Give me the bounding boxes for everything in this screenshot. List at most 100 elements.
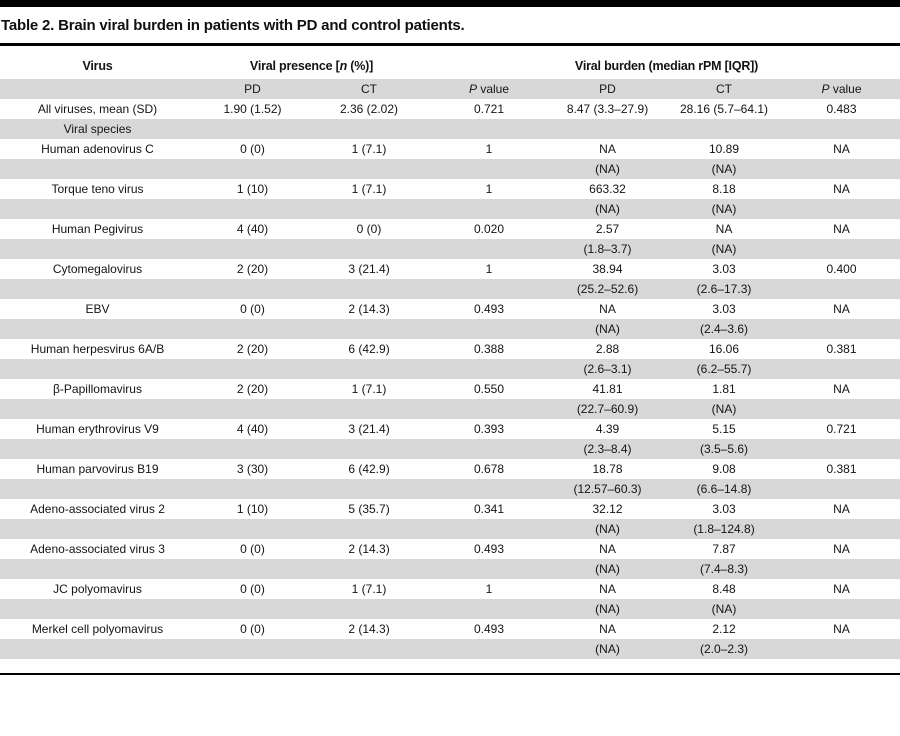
value-cell: 3 (21.4): [348, 262, 390, 276]
value-cell: 6 (42.9): [348, 462, 390, 476]
value-cell: 0.483: [826, 102, 857, 116]
value-cell: NA: [833, 542, 850, 556]
value-cell: 16.06: [709, 342, 740, 356]
virus-name-cell: β-Papillomavirus: [53, 382, 142, 396]
value-cell: NA: [833, 502, 850, 516]
value-cell: 1 (7.1): [351, 142, 387, 156]
virus-name-cell: All viruses, mean (SD): [37, 102, 158, 116]
virus-name-cell: [0, 399, 195, 419]
table-row: (22.7–60.9) (NA): [0, 399, 900, 419]
table-row: (12.57–60.3) (6.6–14.8): [0, 479, 900, 499]
table-row: (NA) (1.8–124.8): [0, 519, 900, 539]
sub-header-burden-pd: PD: [599, 82, 616, 96]
value-cell: [195, 559, 310, 579]
value-cell: [428, 479, 550, 499]
table-row: Torque teno virus 1 (10) 1 (7.1) 1 663.32 8.1…: [0, 179, 900, 199]
value-cell: 0.721: [474, 102, 505, 116]
value-cell: 2.12: [712, 622, 736, 636]
value-cell: (NA): [595, 562, 620, 576]
value-cell: [428, 319, 550, 339]
table-row: EBV 0 (0) 2 (14.3) 0.493 NA 3.03 NA: [0, 299, 900, 319]
table-row: Human adenovirus C 0 (0) 1 (7.1) 1 NA 10.89 NA: [0, 139, 900, 159]
value-cell: [428, 399, 550, 419]
value-cell: 3 (30): [236, 462, 269, 476]
value-cell: 2.36 (2.02): [339, 102, 399, 116]
value-cell: 0.020: [474, 222, 505, 236]
value-cell: 0.381: [826, 462, 857, 476]
col-header-virus: Virus: [82, 59, 113, 73]
value-cell: 3.03: [712, 302, 736, 316]
value-cell: [310, 399, 428, 419]
sub-header-spacer: [0, 79, 195, 99]
value-cell: [428, 359, 550, 379]
virus-name-cell: Adeno-associated virus 3: [30, 542, 165, 556]
value-cell: NA: [833, 182, 850, 196]
table-row: Human herpesvirus 6A/B 2 (20) 6 (42.9) 0.38…: [0, 339, 900, 359]
value-cell: [783, 439, 900, 459]
value-cell: NA: [599, 622, 616, 636]
value-cell: 1 (10): [236, 502, 269, 516]
table-row: Adeno-associated virus 2 1 (10) 5 (35.7) 0.…: [0, 499, 900, 519]
value-cell: 5 (35.7): [348, 502, 390, 516]
value-cell: [428, 119, 550, 139]
value-cell: NA: [833, 382, 850, 396]
value-cell: [783, 559, 900, 579]
value-cell: 4 (40): [236, 422, 269, 436]
table-row: (NA) (2.4–3.6): [0, 319, 900, 339]
value-cell: [783, 119, 900, 139]
value-cell: NA: [599, 582, 616, 596]
value-cell: (7.4–8.3): [700, 562, 749, 576]
value-cell: 2 (20): [236, 262, 269, 276]
value-cell: 2 (20): [236, 382, 269, 396]
value-cell: (25.2–52.6): [576, 282, 639, 296]
value-cell: [783, 519, 900, 539]
sub-header-burden-pvalue: P value: [783, 79, 900, 99]
virus-name-cell: Torque teno virus: [51, 182, 144, 196]
value-cell: 0.493: [474, 302, 505, 316]
group-header-spacer-2: [783, 54, 900, 79]
value-cell: [428, 439, 550, 459]
value-cell: 0 (0): [240, 582, 265, 596]
sub-header-presence-pvalue: P value: [428, 79, 550, 99]
value-cell: [783, 639, 900, 659]
value-cell: [783, 239, 900, 259]
value-cell: NA: [715, 222, 733, 236]
value-cell: 1 (10): [236, 182, 269, 196]
value-cell: 2 (14.3): [348, 542, 390, 556]
value-cell: 1 (7.1): [351, 582, 387, 596]
value-cell: 1: [485, 182, 493, 196]
virus-name-cell: [0, 239, 195, 259]
value-cell: [550, 119, 665, 139]
value-cell: (2.6–17.3): [696, 282, 752, 296]
virus-name-cell: [0, 479, 195, 499]
virus-name-cell: [0, 639, 195, 659]
value-cell: [783, 279, 900, 299]
value-cell: (6.6–14.8): [696, 482, 752, 496]
value-cell: 9.08: [712, 462, 736, 476]
group-header-row: Virus Viral presence [n (%)] Viral burde…: [0, 54, 900, 79]
value-cell: [310, 119, 428, 139]
table-row: Human erythrovirus V9 4 (40) 3 (21.4) 0.393…: [0, 419, 900, 439]
table-row: (1.8–3.7) (NA): [0, 239, 900, 259]
virus-name-cell: Viral species: [63, 122, 132, 136]
value-cell: (12.57–60.3): [573, 482, 642, 496]
value-cell: [195, 359, 310, 379]
value-cell: (6.2–55.7): [696, 362, 752, 376]
value-cell: (NA): [711, 402, 737, 416]
table-row: Human parvovirus B19 3 (30) 6 (42.9) 0.678 1…: [0, 459, 900, 479]
top-black-bar: [0, 0, 900, 7]
value-cell: 2.88: [595, 342, 620, 356]
value-cell: [428, 199, 550, 219]
value-cell: 0 (0): [240, 622, 265, 636]
sub-header-row: PD CT P value PD CT P value: [0, 79, 900, 99]
value-cell: 0.381: [826, 342, 857, 356]
value-cell: (2.6–3.1): [583, 362, 632, 376]
value-cell: 3.03: [712, 262, 736, 276]
value-cell: 18.78: [592, 462, 623, 476]
value-cell: 28.16 (5.7–64.1): [679, 102, 769, 116]
virus-name-cell: Human herpesvirus 6A/B: [30, 342, 165, 356]
value-cell: 3.03: [712, 502, 736, 516]
value-cell: [310, 559, 428, 579]
value-cell: 0.550: [474, 382, 505, 396]
virus-name-cell: [0, 319, 195, 339]
